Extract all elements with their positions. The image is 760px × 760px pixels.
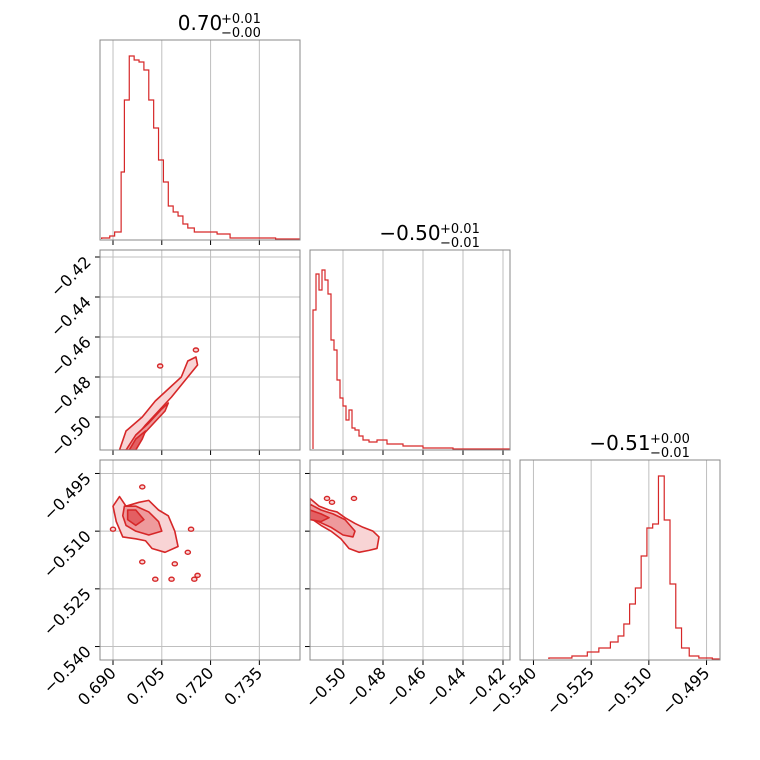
pair-panel-1-2-contour-2	[310, 509, 330, 523]
hist-panel-1-bars	[312, 269, 510, 450]
pair-panel-0-2-xtick-label: 0.735	[220, 663, 266, 709]
title-param-0: 0.70	[178, 11, 223, 35]
hist-panel-2-step-line	[548, 475, 720, 660]
pair-panel-0-2-xtick-label: 0.690	[74, 663, 120, 709]
pair-panel-0-1-ytick-label: −0.46	[47, 332, 95, 380]
pair-panel-1-2-xtick-label: −0.50	[302, 663, 350, 711]
pair-panel-0-2-xtick-label: 0.720	[172, 663, 218, 709]
pair-panel-1-2-density	[310, 495, 380, 554]
pair-panel-0-1-ytick-label: −0.44	[47, 292, 95, 340]
pair-panel-0-2-contour-island	[187, 526, 195, 532]
pair-panel-0-2-contour-island	[138, 559, 146, 565]
hist-panel-2-xtick-label: −0.525	[543, 663, 598, 718]
pair-panel-0-2-contour-island	[109, 526, 117, 532]
title-param-2-sup: +0.00	[650, 432, 690, 447]
pair-panel-0-2-contour-island	[194, 572, 201, 579]
pair-panel-1-2-xtick-label: −0.44	[422, 663, 470, 711]
pair-panel-0-2-contour-island	[138, 484, 146, 490]
pair-panel-0-2-contour-island	[151, 576, 159, 582]
pair-panel-0-2-xtick-label: 0.705	[123, 663, 169, 709]
pair-panel-0-2-contour-island	[191, 576, 198, 582]
title-param-2: −0.51	[589, 431, 650, 455]
pair-panel-0-1-contour-island	[156, 363, 164, 369]
pair-panel-0-2-ytick-label: −0.510	[40, 527, 95, 582]
pair-panel-0-2-density	[109, 484, 201, 582]
pair-panel-0-2-contour-island	[168, 576, 175, 582]
pair-panel-0-1-frame	[99, 249, 301, 451]
hist-panel-1-step-line	[312, 269, 510, 450]
pair-panel-1-2-contour-island	[323, 495, 331, 502]
pair-panel-1-2-contour-island	[350, 495, 358, 502]
title-param-1-sub: −0.01	[440, 236, 480, 251]
pair-panel-1-2-xtick-label: −0.46	[382, 663, 430, 711]
pair-panel-0-2-ytick-label: −0.525	[40, 584, 95, 639]
pair-panel-0-2-ytick-label: −0.495	[40, 469, 95, 524]
pair-panel-0-1-contour-0	[118, 356, 199, 450]
pair-panel-0-1-ytick-label: −0.50	[47, 412, 95, 460]
pair-panel-0-2-frame	[99, 459, 301, 661]
pair-panel-1-2-frame	[309, 459, 511, 661]
hist-panel-2-xtick-label: −0.510	[600, 663, 655, 718]
hist-panel-1-frame	[309, 249, 511, 451]
pair-panel-1-2-contour-1	[310, 503, 356, 538]
pair-panel-0-1-contour-island	[192, 347, 200, 353]
pair-panel-0-1-contour-2	[128, 430, 147, 450]
pair-panel-0-1-density	[118, 347, 200, 450]
plot-layer: −0.540 −0.525 −0.510 −0.495−0.50−0.48−0.46−…	[40, 39, 721, 719]
title-param-1-sup: +0.01	[440, 222, 480, 237]
title-param-2-sub: −0.01	[650, 446, 690, 461]
title-param-0-sub: −0.00	[221, 26, 261, 41]
hist-panel-2-bars	[548, 475, 720, 660]
hist-panel-2-frame	[519, 459, 721, 661]
pair-panel-0-2-contour-island	[171, 561, 179, 567]
hist-panel-0-frame	[99, 39, 301, 241]
hist-panel-2-xtick-label: −0.495	[658, 663, 713, 718]
hist-panel-0-step-line	[101, 55, 300, 240]
pair-panel-1-2-contour-island	[328, 499, 336, 506]
pair-panel-0-2-contour-island	[184, 549, 192, 556]
title-param-0-sup: +0.01	[221, 12, 261, 27]
pair-panel-1-2-xtick-label: −0.48	[342, 663, 390, 711]
title-param-1: −0.50	[379, 221, 440, 245]
hist-panel-0-bars	[101, 55, 300, 240]
pair-panel-0-1-ytick-label: −0.42	[47, 252, 95, 300]
pair-panel-0-2-contour-2	[126, 509, 145, 527]
pair-panel-0-1-ytick-label: −0.48	[47, 372, 95, 420]
